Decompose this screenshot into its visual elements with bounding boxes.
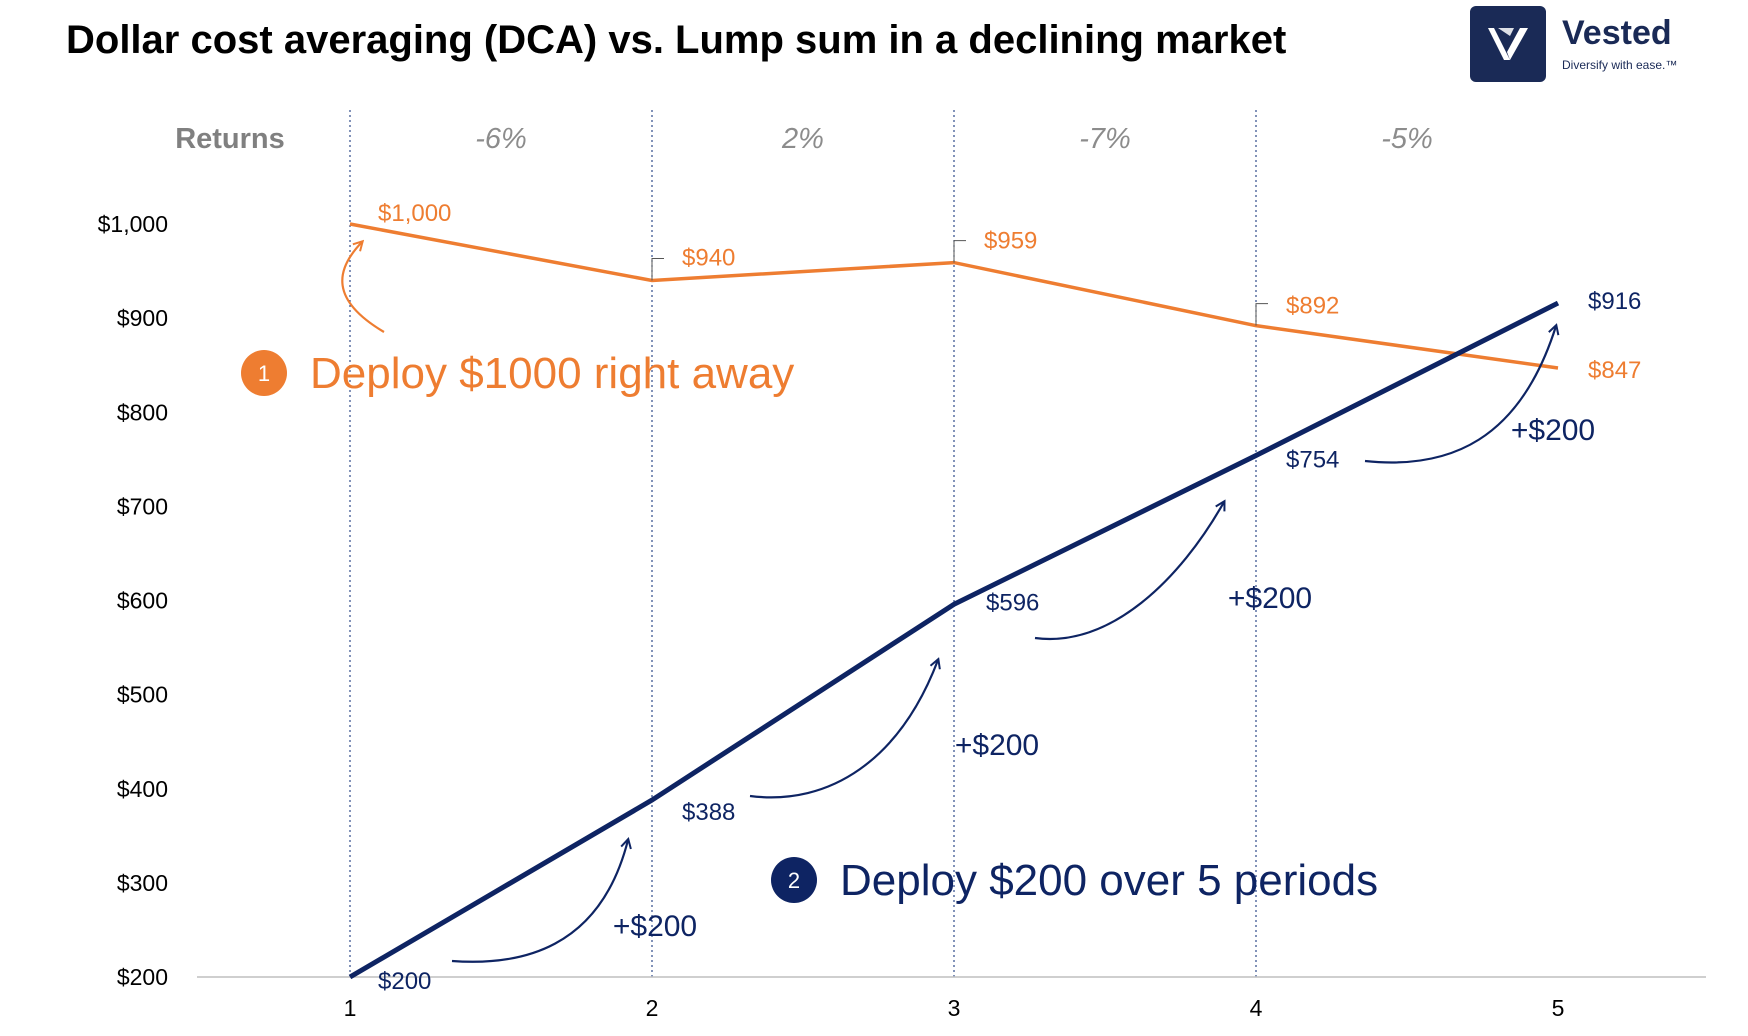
annotation-number-badge bbox=[771, 857, 817, 903]
x-tick-label: 2 bbox=[646, 995, 659, 1021]
y-tick-label: $300 bbox=[117, 870, 168, 896]
vested-logo: Vested Diversify with ease.™ bbox=[1470, 6, 1710, 82]
lump-sum-value-label: $1,000 bbox=[378, 200, 451, 227]
add-contribution-arrow bbox=[1364, 326, 1556, 464]
y-tick-label: $600 bbox=[117, 588, 168, 614]
dca-line bbox=[348, 300, 1560, 980]
x-tick-label: 3 bbox=[948, 995, 961, 1021]
annotation-text: Deploy $1000 right away bbox=[310, 349, 794, 398]
y-tick-label: $800 bbox=[117, 399, 168, 425]
lump-sum-value-label: $940 bbox=[682, 244, 735, 271]
x-tick-label: 5 bbox=[1552, 995, 1565, 1021]
dca-value-label: $596 bbox=[986, 589, 1039, 616]
annotation-number: 1 bbox=[258, 361, 270, 386]
lump-sum-leader-line bbox=[1255, 303, 1268, 326]
period-return-label: -5% bbox=[1381, 123, 1433, 155]
addition-label: +$200 bbox=[955, 729, 1039, 762]
y-tick-label: $900 bbox=[117, 305, 168, 331]
x-tick-label: 4 bbox=[1250, 995, 1263, 1021]
vested-logo-icon bbox=[1470, 6, 1546, 82]
lump-sum-value-label: $847 bbox=[1588, 357, 1641, 384]
lump-sum-leader-line bbox=[953, 240, 966, 263]
dca-value-label: $388 bbox=[682, 799, 735, 826]
y-tick-label: $200 bbox=[117, 964, 168, 990]
dca-value-label: $916 bbox=[1588, 288, 1641, 315]
lump-sum-leader-line bbox=[651, 257, 664, 281]
logo-tagline: Diversify with ease.™ bbox=[1562, 58, 1678, 72]
dca-value-label: $754 bbox=[1286, 447, 1339, 474]
returns-header: Returns bbox=[175, 123, 285, 155]
annotation-number: 2 bbox=[788, 868, 800, 893]
chart-title: Dollar cost averaging (DCA) vs. Lump sum… bbox=[66, 18, 1287, 62]
annotation-number-badge bbox=[241, 350, 287, 396]
lump-sum-start-arrow bbox=[341, 242, 385, 333]
add-contribution-arrow bbox=[749, 660, 938, 799]
y-tick-label: $400 bbox=[117, 776, 168, 802]
lump-sum-value-label: $892 bbox=[1286, 293, 1339, 320]
period-return-label: -6% bbox=[475, 123, 527, 155]
dca-value-label: $200 bbox=[378, 968, 431, 995]
addition-label: +$200 bbox=[1511, 414, 1595, 447]
y-tick-label: $700 bbox=[117, 493, 168, 519]
annotation-text: Deploy $200 over 5 periods bbox=[840, 856, 1378, 905]
addition-label: +$200 bbox=[1228, 582, 1312, 615]
y-tick-label: $1,000 bbox=[98, 211, 168, 237]
addition-label: +$200 bbox=[613, 910, 697, 943]
add-contribution-arrow bbox=[1034, 502, 1224, 641]
add-contribution-arrow bbox=[451, 840, 628, 963]
y-tick-label: $500 bbox=[117, 682, 168, 708]
logo-name: Vested bbox=[1562, 14, 1672, 52]
x-tick-label: 1 bbox=[344, 995, 357, 1021]
vested-v-icon bbox=[1488, 28, 1528, 60]
period-return-label: 2% bbox=[781, 123, 824, 155]
period-return-label: -7% bbox=[1079, 123, 1131, 155]
lump-sum-value-label: $959 bbox=[984, 228, 1037, 255]
